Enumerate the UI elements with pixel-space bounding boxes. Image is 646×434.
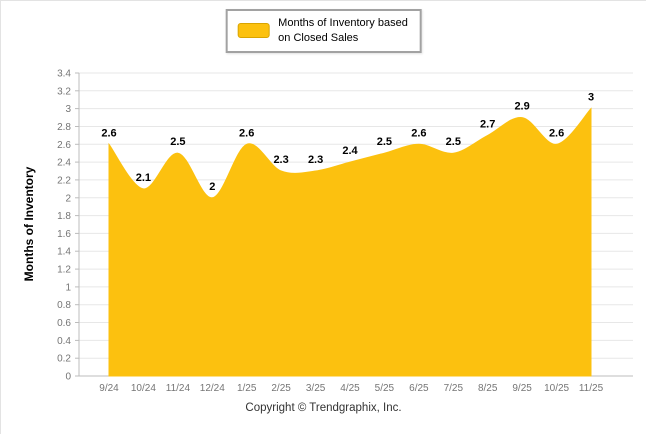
svg-text:2: 2	[65, 193, 71, 204]
svg-text:2.3: 2.3	[273, 154, 288, 166]
svg-text:2.6: 2.6	[101, 127, 116, 139]
svg-text:1.2: 1.2	[57, 265, 71, 276]
svg-text:2.6: 2.6	[239, 127, 254, 139]
svg-text:0.2: 0.2	[57, 354, 71, 365]
svg-text:0: 0	[65, 372, 71, 383]
svg-text:1.8: 1.8	[57, 211, 71, 222]
svg-text:2.4: 2.4	[342, 145, 358, 157]
svg-text:0.8: 0.8	[57, 300, 71, 311]
svg-text:1.4: 1.4	[57, 247, 71, 258]
legend-label-line2: on Closed Sales	[278, 31, 359, 44]
svg-text:2.8: 2.8	[57, 122, 71, 133]
area-series	[108, 107, 592, 377]
svg-text:2.1: 2.1	[136, 172, 151, 184]
svg-text:3.2: 3.2	[57, 86, 71, 97]
svg-text:1.6: 1.6	[57, 229, 71, 240]
svg-text:2.2: 2.2	[57, 175, 71, 186]
legend-swatch	[237, 23, 270, 39]
svg-text:12/24: 12/24	[200, 383, 225, 394]
svg-text:2.7: 2.7	[480, 118, 495, 130]
svg-text:2.5: 2.5	[170, 136, 185, 148]
svg-text:2.6: 2.6	[549, 127, 564, 139]
svg-text:11/25: 11/25	[579, 383, 604, 394]
svg-text:8/25: 8/25	[478, 383, 498, 394]
x-axis-tick-labels: 9/24 10/24 11/24 12/24 1/25 2/25 3/25 4/25 5/25 6…	[99, 383, 603, 394]
svg-text:2: 2	[209, 181, 215, 193]
svg-text:2.5: 2.5	[377, 136, 392, 148]
svg-text:1/25: 1/25	[237, 383, 257, 394]
svg-text:2.6: 2.6	[57, 140, 71, 151]
svg-text:4/25: 4/25	[340, 383, 360, 394]
svg-text:2.9: 2.9	[514, 101, 529, 113]
legend-label-line1: Months of Inventory based	[278, 17, 408, 29]
svg-text:2.4: 2.4	[57, 158, 71, 169]
svg-text:9/24: 9/24	[99, 383, 119, 394]
svg-text:5/25: 5/25	[375, 383, 395, 394]
svg-text:3: 3	[588, 92, 594, 104]
y-axis-tick-labels: 0 0.2 0.4 0.6 0.8 1 1.2 1.4 1.6 1.8 2 2.2 2.4 2.6 2.8 3…	[57, 69, 71, 383]
legend-label: Months of Inventory based on Closed Sale…	[278, 16, 408, 46]
svg-text:1: 1	[65, 282, 71, 293]
svg-text:11/24: 11/24	[166, 383, 191, 394]
svg-text:6/25: 6/25	[409, 383, 429, 394]
svg-text:0.4: 0.4	[57, 336, 71, 347]
svg-text:0.6: 0.6	[57, 318, 71, 329]
svg-text:2.5: 2.5	[446, 136, 461, 148]
svg-text:2.6: 2.6	[411, 127, 426, 139]
svg-text:10/24: 10/24	[131, 383, 156, 394]
svg-text:2/25: 2/25	[271, 383, 291, 394]
copyright-text: Copyright © Trendgraphix, Inc.	[245, 402, 402, 414]
svg-text:3/25: 3/25	[306, 383, 326, 394]
legend: Months of Inventory based on Closed Sale…	[225, 9, 422, 53]
svg-text:2.3: 2.3	[308, 154, 323, 166]
inventory-area-chart: 0 0.2 0.4 0.6 0.8 1 1.2 1.4 1.6 1.8 2 2.2 2.4 2.6 2.8 3…	[57, 69, 633, 394]
svg-text:9/25: 9/25	[512, 383, 532, 394]
months-of-inventory-area	[108, 107, 592, 377]
svg-text:3.4: 3.4	[57, 69, 71, 80]
svg-text:3: 3	[65, 104, 71, 115]
data-labels: 2.6 2.1 2.5 2 2.6 2.3 2.3 2.4 2.5 2.6 2.5 2.7 2.9 2.6…	[101, 92, 594, 193]
svg-text:7/25: 7/25	[444, 383, 464, 394]
svg-text:10/25: 10/25	[544, 383, 569, 394]
